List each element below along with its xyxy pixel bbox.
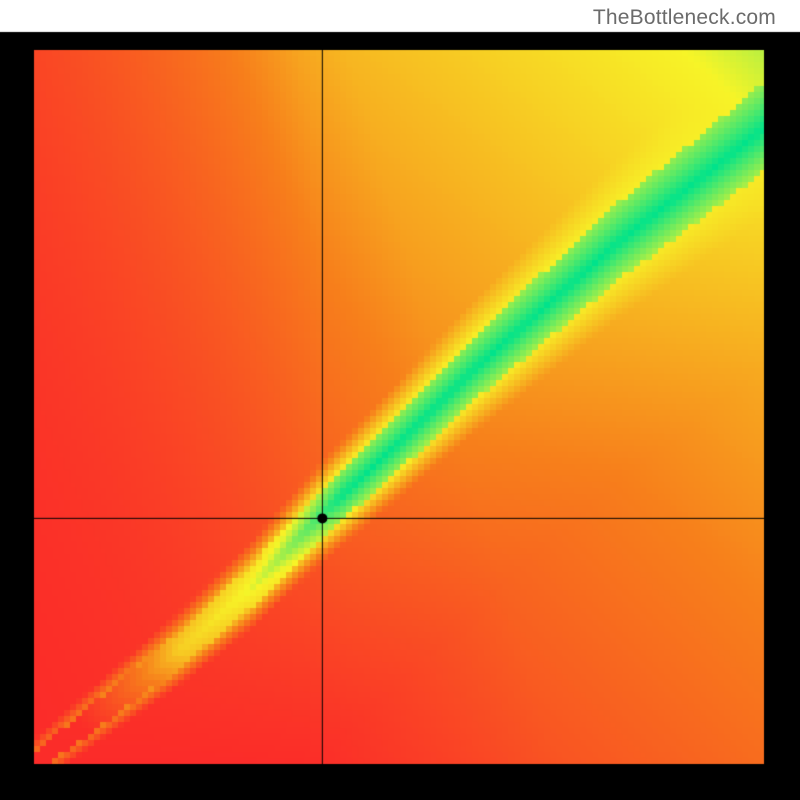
watermark-text: TheBottleneck.com bbox=[593, 6, 776, 30]
heatmap-canvas bbox=[0, 0, 800, 800]
heatmap-chart-container: TheBottleneck.com bbox=[0, 0, 800, 800]
